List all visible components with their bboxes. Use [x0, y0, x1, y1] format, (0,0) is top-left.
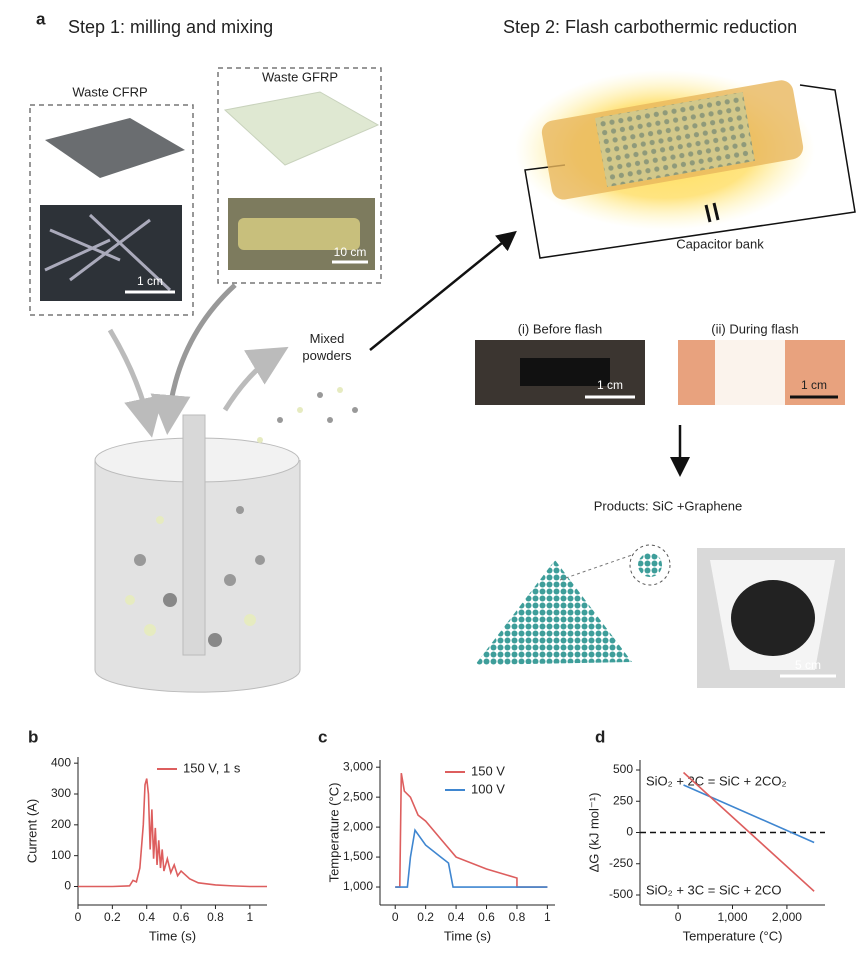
gfrp-tile [223, 91, 380, 166]
cfrp-photo [40, 205, 182, 301]
x-tick-label: 0 [392, 910, 399, 924]
mixed-label: Mixed powders [302, 331, 352, 363]
panel-label: c [318, 727, 327, 746]
cfrp-tile [45, 118, 185, 178]
gfrp-tube [238, 218, 360, 250]
scale-label: 1 cm [801, 378, 827, 392]
y-axis-label: Current (A) [24, 799, 39, 863]
y-tick-label: 200 [51, 817, 71, 831]
product-disc [731, 580, 815, 656]
step-title: Step 2: Flash carbothermic reduction [503, 17, 797, 37]
mixer-shaft [182, 414, 206, 656]
panel-label: b [28, 727, 38, 746]
y-tick-label: -500 [609, 887, 633, 901]
zoom-line [559, 554, 633, 581]
x-tick-label: 0.6 [478, 910, 495, 924]
y-tick-label: 1,000 [343, 879, 373, 893]
y-tick-label: 500 [613, 762, 633, 776]
x-tick-label: 0.2 [104, 910, 121, 924]
y-tick-label: 300 [51, 786, 71, 800]
y-tick-label: -250 [609, 856, 633, 870]
particles [125, 387, 358, 647]
arrow [150, 283, 237, 435]
legend-label: 150 V [471, 763, 505, 778]
line-label: SiO₂ + 3C = SiC + 2CO [646, 882, 781, 897]
sic-pile [475, 560, 632, 665]
step-title: Step 1: milling and mixing [68, 17, 273, 37]
x-tick-label: 0.4 [138, 910, 155, 924]
y-tick-label: 250 [613, 793, 633, 807]
particle-inset [638, 553, 662, 577]
legend-label: 150 V, 1 s [183, 760, 241, 775]
photo-label: (i) Before flash [518, 321, 603, 336]
photo-label: (ii) During flash [711, 321, 798, 336]
arrow [107, 328, 164, 438]
y-tick-label: 2,500 [343, 789, 373, 803]
panel-label: d [595, 727, 605, 746]
x-tick-label: 1 [246, 910, 253, 924]
sample-box [217, 67, 382, 284]
x-axis-label: Time (s) [149, 928, 196, 943]
y-tick-label: 2,000 [343, 819, 373, 833]
scale-label: 5 cm [795, 658, 821, 672]
x-axis-label: Time (s) [444, 928, 491, 943]
y-axis-label: ΔG (kJ mol⁻¹) [586, 793, 601, 873]
data-line [682, 771, 815, 892]
capacitor [704, 204, 712, 223]
panel-label: a [36, 9, 46, 28]
x-tick-label: 0 [75, 910, 82, 924]
x-tick-label: 0.8 [509, 910, 526, 924]
x-tick-label: 2,000 [772, 910, 802, 924]
data-line [395, 828, 548, 888]
x-tick-label: 0.4 [448, 910, 465, 924]
flash-tube [541, 80, 804, 200]
y-tick-label: 0 [626, 825, 633, 839]
y-tick-label: 0 [64, 879, 71, 893]
photo-content [715, 340, 785, 405]
line-label: SiO₂ + 2C = SiC + 2CO₂ [646, 773, 787, 788]
data-line [683, 784, 815, 844]
capacitor-label: Capacitor bank [676, 236, 764, 251]
legend-label: 100 V [471, 781, 505, 796]
y-tick-label: 400 [51, 755, 71, 769]
photo-content [520, 358, 610, 386]
x-tick-label: 0.6 [173, 910, 190, 924]
data-line [395, 773, 548, 888]
sample-label: Waste GFRP [262, 69, 338, 84]
x-tick-label: 1,000 [717, 910, 747, 924]
x-axis-label: Temperature (°C) [683, 928, 783, 943]
data-line [78, 778, 267, 888]
arrow [369, 230, 517, 351]
scale-label: 1 cm [137, 274, 163, 288]
sample-box [29, 104, 194, 316]
x-tick-label: 1 [544, 910, 551, 924]
sample-label: Waste CFRP [72, 84, 147, 99]
scale-label: 10 cm [334, 245, 367, 259]
y-tick-label: 1,500 [343, 849, 373, 863]
y-axis-label: Temperature (°C) [326, 783, 341, 883]
x-tick-label: 0.8 [207, 910, 224, 924]
x-tick-label: 0 [675, 910, 682, 924]
capacitor [712, 202, 720, 221]
y-tick-label: 100 [51, 848, 71, 862]
x-tick-label: 0.2 [417, 910, 434, 924]
circuit [524, 84, 856, 259]
fiber [44, 213, 172, 292]
arrow [222, 346, 289, 412]
products-label: Products: SiC +Graphene [594, 498, 743, 513]
scale-label: 1 cm [597, 378, 623, 392]
y-tick-label: 3,000 [343, 759, 373, 773]
